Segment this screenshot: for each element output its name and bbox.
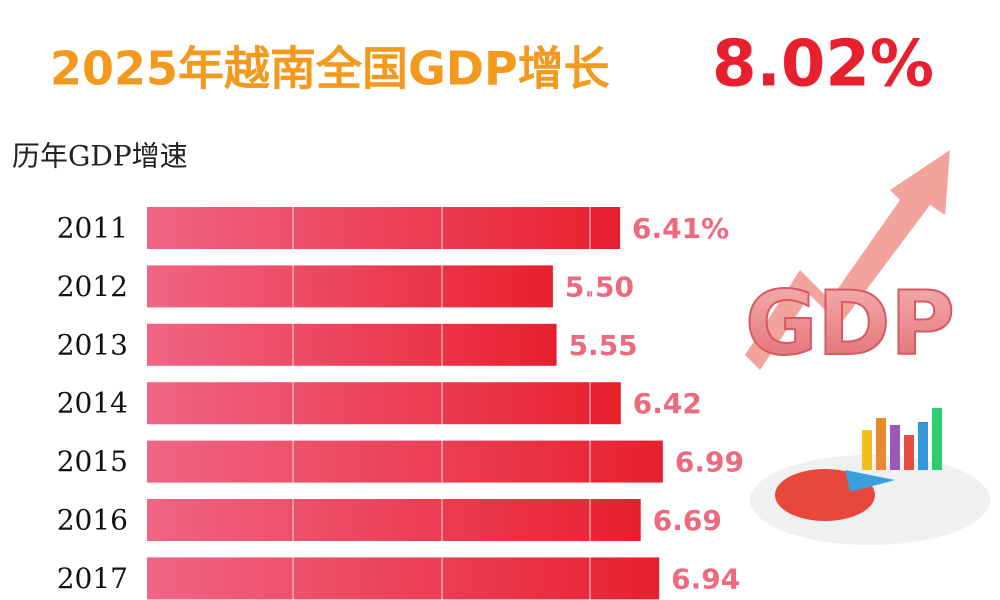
decor-bar bbox=[876, 418, 886, 470]
y-tick-label: 2013 bbox=[57, 328, 128, 361]
bar bbox=[147, 207, 621, 249]
decor-bar bbox=[918, 422, 928, 470]
bars: 2011 6.41% 2012 5.50 2013 5.55 2014 6.42 2015 6.9… bbox=[57, 207, 744, 600]
bar bbox=[147, 323, 557, 366]
value-label: 6.69 bbox=[653, 504, 722, 537]
title-highlight: 8.02% bbox=[712, 28, 934, 102]
chart-title: 2025年越南全国GDP增长 bbox=[50, 42, 610, 96]
bar bbox=[147, 265, 553, 308]
arrow bbox=[745, 150, 950, 370]
grid-decoration bbox=[292, 195, 591, 600]
y-tick-label: 2017 bbox=[57, 562, 128, 595]
illustration-text: GDP bbox=[745, 272, 955, 375]
bar bbox=[147, 499, 641, 541]
bar bbox=[147, 440, 663, 483]
y-tick-label: 2011 bbox=[57, 212, 128, 245]
y-tick-label: 2015 bbox=[57, 445, 128, 478]
value-label: 6.42 bbox=[633, 387, 702, 420]
pie-slice bbox=[845, 470, 895, 492]
bar bbox=[147, 557, 660, 600]
decor-bar bbox=[932, 408, 942, 470]
value-label: 5.55 bbox=[569, 329, 638, 362]
decor-bar bbox=[904, 435, 914, 470]
y-tick-label: 2014 bbox=[57, 387, 128, 420]
decor-bar bbox=[862, 430, 872, 470]
y-tick-label: 2016 bbox=[57, 504, 128, 537]
illustration: GDP bbox=[744, 150, 990, 545]
y-tick-label: 2012 bbox=[57, 270, 128, 303]
bar bbox=[147, 382, 621, 425]
value-label: 6.99 bbox=[675, 446, 744, 479]
value-label: 6.94 bbox=[671, 562, 740, 595]
subtitle: 历年GDP增速 bbox=[12, 140, 188, 173]
value-label: 5.50 bbox=[565, 270, 634, 303]
value-label: 6.41% bbox=[632, 212, 729, 245]
decor-bar bbox=[890, 425, 900, 470]
